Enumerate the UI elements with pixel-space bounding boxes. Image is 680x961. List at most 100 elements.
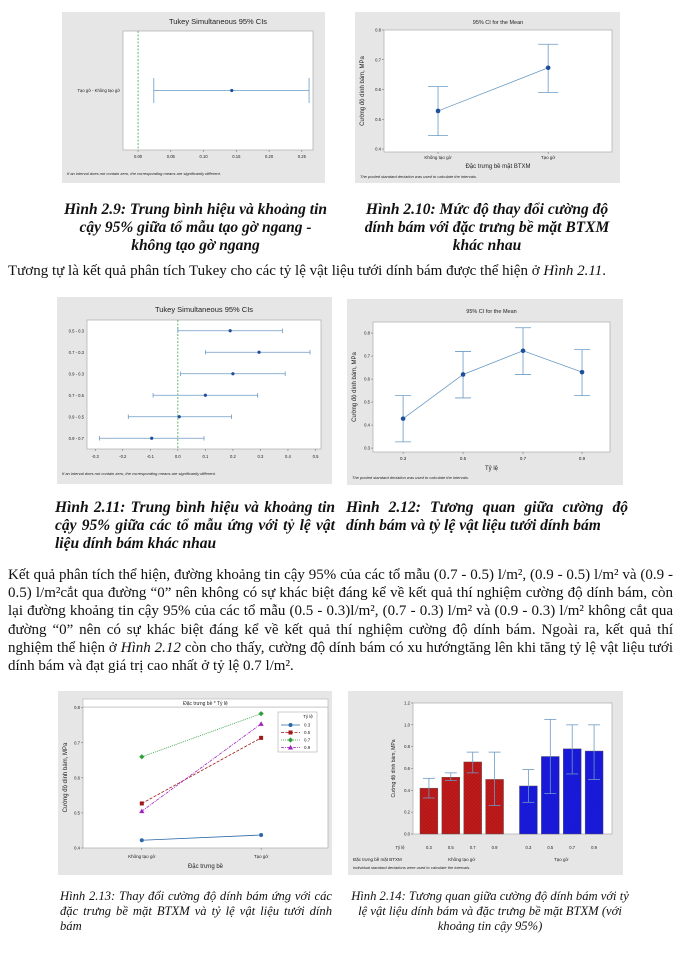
row-label: 0.9 - 0.3 (69, 371, 85, 376)
y-tick-label: 0.8 (364, 331, 370, 336)
x-tick-label: 0.05 (167, 154, 176, 159)
mean-line (402, 350, 583, 419)
row-label: 0.9 - 0.7 (69, 436, 85, 441)
x-tick-label: 0.2 (230, 454, 236, 459)
x-tick-label: 0.25 (298, 154, 307, 159)
y-tick-label: 0.2 (404, 810, 410, 815)
mean-difference-point (150, 436, 154, 440)
chart-footnote: The pooled standard deviation was used t… (360, 174, 477, 179)
y-tick-label: 0.5 (74, 810, 80, 815)
chart-footnote: The pooled standard deviation was used t… (352, 475, 469, 480)
series-line-0.5 (141, 737, 262, 804)
series-marker-0.5 (259, 735, 264, 740)
mean-point (400, 416, 406, 421)
x-tick-label: -0.3 (92, 454, 100, 459)
caption-fig-2-12: Hình 2.12: Tương quan giữa cường độ dính… (346, 499, 628, 534)
x-tick-label: -0.1 (147, 454, 155, 459)
ci-mean-chart-fig-2-10: 95% CI for the Mean The pooled standard d… (355, 12, 620, 183)
group-label: Tạo gờ (554, 857, 569, 862)
legend-marker (287, 744, 294, 750)
caption-fig-2-9: Hình 2.9: Trung bình hiệu và khoảng tin … (63, 201, 327, 254)
row-label: 0.7 - 0.3 (69, 350, 85, 355)
mean-point (520, 348, 526, 354)
x-tick-label: 0.15 (232, 154, 241, 159)
y-tick-label: 0.6 (74, 775, 80, 780)
chart-title: 95% CI for the Mean (473, 20, 523, 26)
legend-marker (288, 730, 293, 735)
y-tick-label: 0.8 (375, 28, 381, 33)
series-marker-0.9 (139, 808, 145, 814)
y-axis-label: Cường độ dính bám, MPa (391, 739, 397, 797)
x-axis-label: Đặc trưng bề (188, 864, 224, 870)
ci-mean-chart-fig-2-12: 95% CI for the Mean The pooled standard d… (347, 299, 623, 485)
paragraph-text: Tương tự là kết quả phân tích Tukey cho … (8, 263, 544, 279)
caption-fig-2-14: Hình 2.14: Tương quan giữa cường độ dính… (351, 889, 629, 933)
series-marker-0.5 (139, 801, 144, 806)
tukey-chart-fig-2-11: Tukey Simultaneous 95% CIs If an interval… (57, 297, 332, 484)
chart-title: Tukey Simultaneous 95% CIs (169, 17, 267, 26)
y-tick-label: 0.4 (364, 423, 370, 428)
category-tick-label: 0.7 (470, 845, 476, 850)
bar (441, 777, 460, 835)
legend-label: 0.7 (304, 738, 311, 743)
y-tick-label: 0.8 (74, 705, 80, 710)
y-tick-label: 0.6 (364, 377, 370, 382)
row-label: 0.5 - 0.3 (69, 328, 85, 333)
figure-reference: Hình 2.12 (120, 639, 181, 656)
x-tick-label: 0.00 (134, 154, 143, 159)
category-tick-label: 0.5 (448, 845, 454, 850)
plot-area (383, 29, 613, 153)
title-strip (82, 698, 329, 708)
x-tick-label: 0.3 (400, 456, 407, 461)
y-axis-label: Cường độ dính bám, MPa (63, 742, 69, 812)
mean-difference-point (230, 88, 234, 93)
mean-point (545, 65, 551, 71)
legend-title: Tỷ lệ (303, 713, 313, 719)
caption-fig-2-10: Hình 2.10: Mức độ thay đổi cường độ dính… (364, 201, 610, 254)
x-tick-label: 0.5 (460, 456, 467, 461)
x-axis-label: Tỷ lệ (485, 465, 499, 472)
x-axis-label: Đặc trưng bề mặt BTXM (465, 164, 530, 170)
paragraph-tukey-intro: Tương tự là kết quả phân tích Tukey cho … (8, 262, 673, 280)
paragraph-text: còn cho thấy, cường độ dính bám có xu hư… (8, 639, 674, 675)
legend-label: 0.9 (304, 745, 311, 750)
x-tick-label: Không tạo gờ (128, 854, 155, 859)
x-tick-label: 0.0 (175, 454, 181, 459)
x-tick-label: 0.1 (202, 454, 208, 459)
mean-difference-point (257, 350, 261, 354)
mean-point (460, 372, 466, 377)
y-tick-label: 0.7 (364, 354, 370, 359)
x-tick-label: 0.20 (265, 154, 274, 159)
legend-marker (288, 723, 293, 727)
row-label: 0.9 - 0.5 (69, 414, 85, 419)
x-tick-label: 0.4 (285, 454, 291, 459)
x-tick-label: 0.9 (579, 456, 586, 461)
x-tick-label: Không tạo gờ (424, 155, 451, 160)
x-tick-label: -0.2 (119, 454, 127, 459)
x-tick-label: 0.3 (258, 454, 264, 459)
x-tick-label: 0.5 (313, 454, 319, 459)
group-row-label: Đặc trưng bề mặt BTXM (353, 857, 402, 862)
x-tick-label: 0.10 (200, 154, 209, 159)
chart-footnote: If an interval does not contain zero, th… (67, 171, 221, 176)
legend-marker (287, 737, 294, 743)
category-tick-label: 0.9 (591, 845, 597, 850)
y-tick-label: 0.6 (404, 766, 410, 771)
group-label: Không tạo gờ (448, 857, 475, 862)
x-tick-label: 0.7 (520, 456, 527, 461)
legend-label: 0.5 (304, 730, 311, 735)
mean-difference-point (231, 372, 235, 376)
chart-title: Đặc trưng bề * Tỷ lệ (183, 700, 228, 707)
paragraph-analysis: Kết quả phân tích thể hiện, đường khoảng… (8, 566, 673, 675)
legend-label: 0.3 (304, 723, 311, 728)
paragraph-text: . (602, 263, 607, 279)
chart-title: 95% CI for the Mean (466, 309, 516, 315)
y-axis-label: Cường độ dính bám, MPa (352, 352, 358, 422)
series-marker-0.3 (139, 838, 144, 843)
row-label: Tạo gờ - Không tạo gờ (77, 88, 120, 93)
y-tick-label: 0.4 (404, 788, 410, 793)
category-tick-label: 0.7 (569, 845, 575, 850)
series-marker-0.7 (258, 711, 264, 717)
mean-line (437, 67, 549, 112)
